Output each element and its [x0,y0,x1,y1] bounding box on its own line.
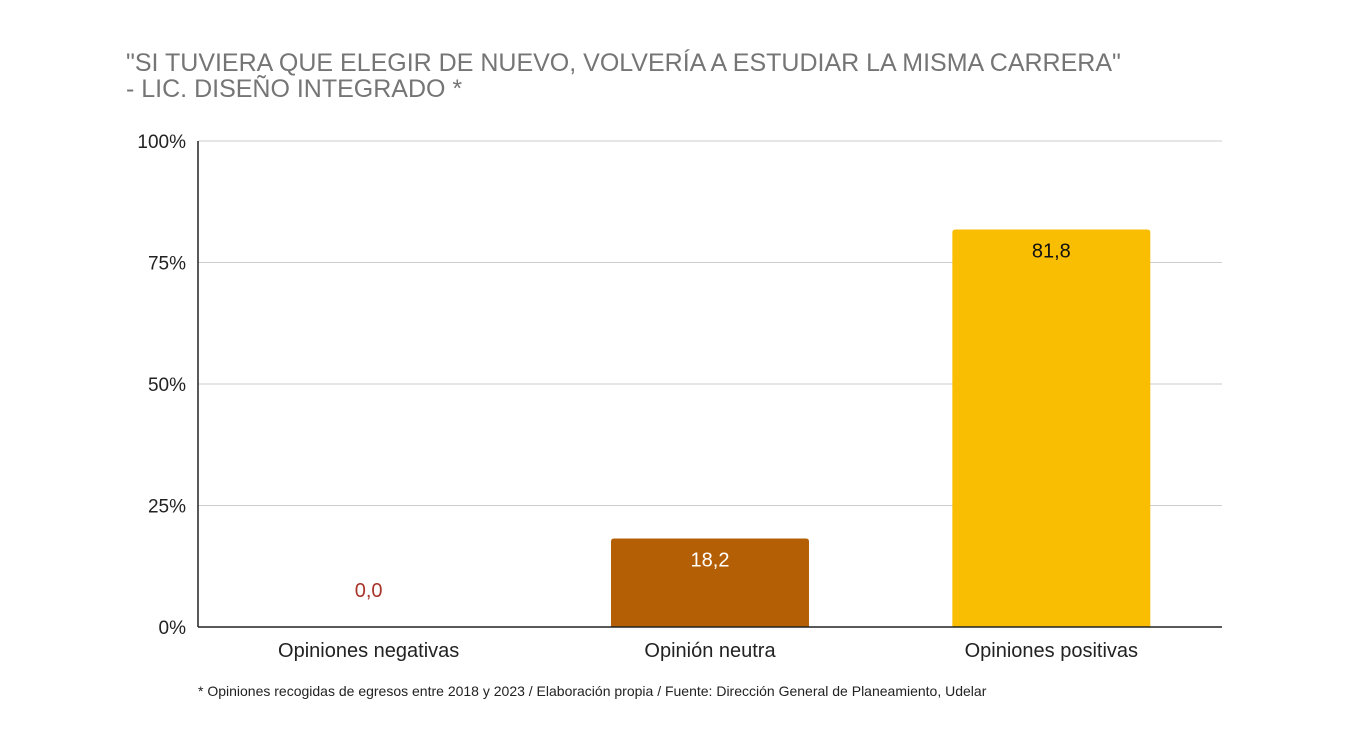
bar [611,538,809,627]
chart-title-line-2: - LIC. DISEÑO INTEGRADO * [126,75,463,103]
y-tick-label: 75% [148,254,186,275]
x-tick-label: Opiniones negativas [278,640,459,662]
data-label: 81,8 [1032,240,1071,262]
y-tick-label: 50% [148,375,186,396]
y-tick-label: 25% [148,497,186,518]
chart-title-line-1: "SI TUVIERA QUE ELEGIR DE NUEVO, VOLVERÍ… [126,49,1121,77]
footnote: * Opiniones recogidas de egresos entre 2… [198,683,987,699]
data-label: 0,0 [355,580,383,602]
y-tick-label: 0% [159,618,187,639]
y-tick-label: 100% [137,132,186,153]
bar [952,229,1151,627]
x-tick-label: Opiniones positivas [965,640,1138,662]
x-tick-label: Opinión neutra [644,640,776,662]
chart-title: "SI TUVIERA QUE ELEGIR DE NUEVO, VOLVERÍ… [126,50,1266,102]
data-label: 18,2 [691,550,730,572]
